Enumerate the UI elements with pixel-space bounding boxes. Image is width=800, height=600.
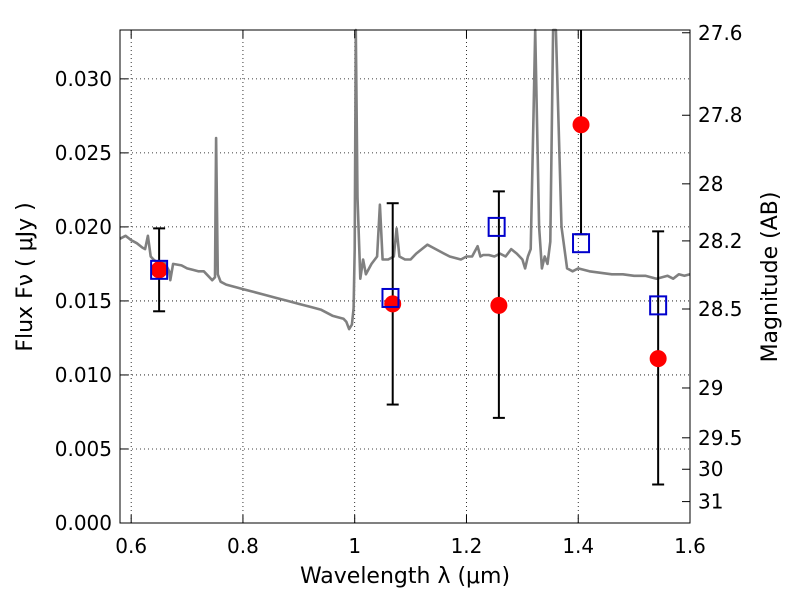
x-axis-label: Wavelength λ (μm) bbox=[300, 564, 510, 589]
model-points bbox=[150, 216, 668, 316]
y-tick-label: 0.025 bbox=[55, 141, 112, 165]
axis-ticks: 0.6 0.8 1 1.2 1.4 1.6 0.000 0.005 0.010 0.015 0.02… bbox=[55, 21, 743, 558]
x-tick-label: 1.6 bbox=[674, 534, 706, 558]
right-tick-label: 27.6 bbox=[698, 21, 743, 45]
x-tick-label: 1 bbox=[348, 534, 361, 558]
right-tick-label: 27.8 bbox=[698, 103, 743, 127]
observed-point bbox=[150, 261, 168, 279]
model-point bbox=[381, 287, 400, 308]
observed-point bbox=[572, 116, 590, 134]
y-tick-label: 0.000 bbox=[55, 511, 112, 535]
model-point bbox=[572, 233, 591, 254]
grid-lines bbox=[120, 30, 691, 523]
x-tick-label: 1.4 bbox=[562, 534, 594, 558]
y-tick-label: 0.020 bbox=[55, 215, 112, 239]
y-tick-label: 0.030 bbox=[55, 67, 112, 91]
model-point bbox=[150, 259, 169, 280]
observed-point bbox=[649, 350, 667, 368]
sed-model-line bbox=[119, 28, 691, 331]
right-tick-label: 28.2 bbox=[698, 229, 743, 253]
model-point bbox=[649, 295, 668, 316]
y-tick-label: 0.010 bbox=[55, 363, 112, 387]
x-tick-label: 0.6 bbox=[115, 534, 147, 558]
y-axis-label-right: Magnitude (AB) bbox=[758, 192, 783, 363]
x-tick-label: 1.2 bbox=[451, 534, 483, 558]
right-tick-label: 31 bbox=[698, 490, 723, 514]
observed-point bbox=[490, 296, 508, 314]
right-tick-label: 29.5 bbox=[698, 426, 743, 450]
plot-frame bbox=[119, 29, 691, 524]
sed-model-layer bbox=[119, 28, 691, 331]
right-tick-label: 28.5 bbox=[698, 297, 743, 321]
right-tick-label: 30 bbox=[698, 457, 723, 481]
y-tick-label: 0.015 bbox=[55, 289, 112, 313]
model-point bbox=[487, 216, 506, 237]
right-tick-label: 29 bbox=[698, 376, 723, 400]
right-tick-label: 28 bbox=[698, 172, 723, 196]
error-bars bbox=[153, 30, 665, 486]
y-axis-label-left: Flux Fν ( μJy ) bbox=[13, 202, 38, 351]
y-tick-label: 0.005 bbox=[55, 437, 112, 461]
x-tick-label: 0.8 bbox=[227, 534, 259, 558]
